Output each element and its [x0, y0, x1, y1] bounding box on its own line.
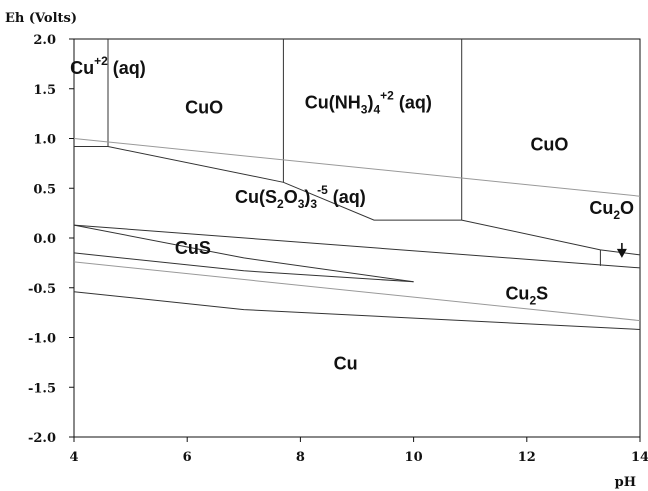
region-label: Cu(NH3)4+2 (aq)	[305, 89, 432, 117]
x-tick-label: 4	[69, 450, 78, 465]
boundary-line	[73, 252, 414, 283]
annotations	[616, 242, 627, 258]
boundary-lines	[73, 39, 641, 330]
y-axis-ticks: 2.0 1.5 1.0 0.5 0.0 -0.5 -1.0 -1.5 -2.0	[28, 33, 74, 446]
water-limit-line	[73, 138, 641, 197]
region-label: Cu+2 (aq)	[70, 54, 146, 78]
region-label: CuO	[530, 134, 568, 154]
y-tick-label: 0.0	[33, 232, 56, 247]
x-tick-label: 6	[183, 450, 192, 465]
x-tick-label: 14	[631, 450, 648, 465]
x-tick-label: 8	[296, 450, 305, 465]
y-axis-title: Eh (Volts)	[5, 11, 77, 26]
region-label: CuO	[185, 98, 223, 118]
region-label: Cu(S2O3)3-5 (aq)	[235, 183, 366, 211]
boundary-line	[73, 224, 641, 269]
x-axis-ticks: 4 6 8 10 12 14	[69, 437, 648, 465]
boundary-line	[73, 224, 414, 283]
y-tick-label: 0.5	[33, 182, 56, 197]
y-tick-label: 2.0	[33, 33, 56, 48]
y-tick-label: 1.0	[33, 133, 56, 148]
y-tick-label: 1.5	[33, 83, 56, 98]
region-labels: Cu+2 (aq) CuO Cu(NH3)4+2 (aq) CuO Cu(S2O3)3-…	[70, 54, 634, 374]
region-label: Cu	[334, 353, 358, 373]
boundary-line	[73, 291, 641, 330]
y-tick-label: -1.0	[28, 332, 56, 347]
arrow-head	[616, 248, 627, 258]
y-tick-label: -1.5	[28, 381, 56, 396]
region-label: Cu2S	[505, 284, 548, 308]
region-label: Cu2O	[589, 198, 634, 222]
x-tick-label: 12	[518, 450, 536, 465]
y-tick-label: -2.0	[28, 431, 56, 446]
water-limit-line	[73, 261, 641, 322]
y-tick-label: -0.5	[28, 282, 56, 297]
x-axis-title: pH	[615, 475, 636, 490]
region-label: CuS	[175, 238, 211, 258]
x-tick-label: 10	[405, 450, 423, 465]
